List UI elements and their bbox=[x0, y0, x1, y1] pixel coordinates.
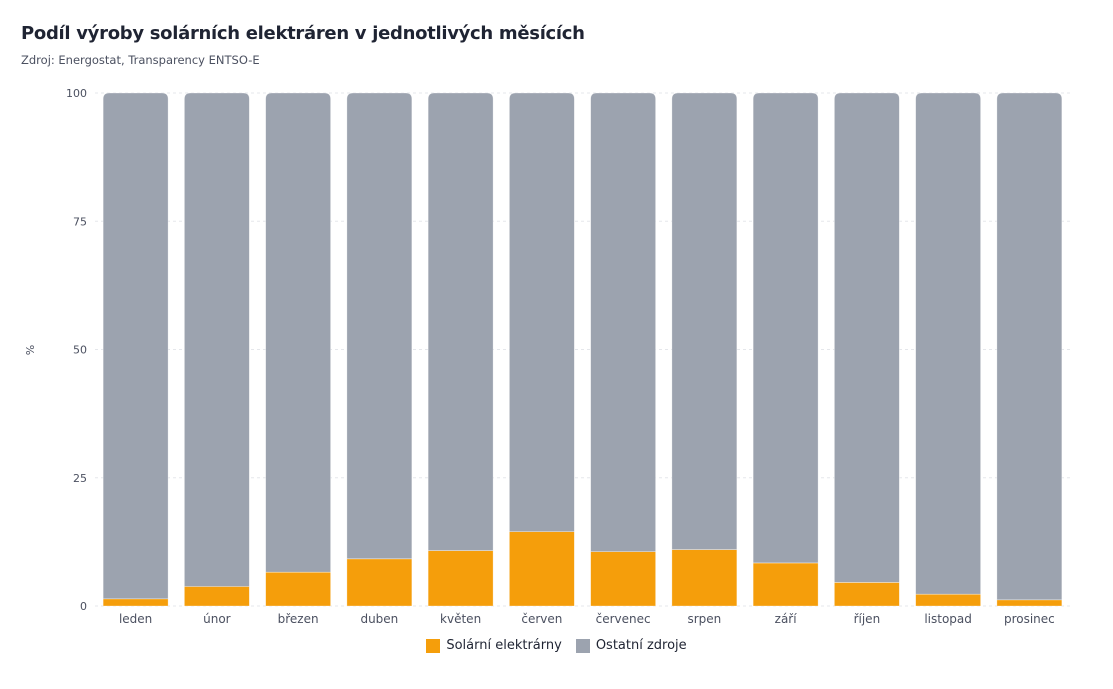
y-tick-label: 100 bbox=[66, 87, 87, 100]
bar-other bbox=[996, 92, 1063, 601]
legend-label-solar: Solární elektrárny bbox=[446, 638, 562, 653]
x-tick-label: červen bbox=[521, 612, 562, 626]
x-tick-label: červenec bbox=[596, 612, 651, 626]
bar-other bbox=[671, 92, 738, 550]
y-tick-label: 75 bbox=[73, 215, 87, 228]
bar-solar bbox=[834, 582, 900, 607]
bar-other bbox=[184, 92, 250, 587]
bar-other bbox=[265, 92, 331, 573]
bar-other bbox=[102, 92, 169, 600]
x-tick-label: prosinec bbox=[1004, 612, 1055, 626]
bar-solar bbox=[184, 586, 250, 607]
bar-solar bbox=[752, 562, 819, 607]
bar-other bbox=[509, 92, 575, 532]
legend-swatch-other bbox=[575, 638, 590, 653]
x-tick-label: listopad bbox=[924, 612, 972, 626]
bar-solar bbox=[915, 593, 981, 607]
x-tick-label: leden bbox=[119, 612, 152, 626]
legend-swatch-solar bbox=[426, 638, 441, 653]
bar-solar bbox=[996, 599, 1063, 607]
bar-solar bbox=[346, 558, 413, 607]
y-tick-label: 25 bbox=[73, 472, 87, 485]
chart-title: Podíl výroby solárních elektráren v jedn… bbox=[21, 23, 585, 44]
x-tick-label: říjen bbox=[854, 612, 881, 626]
bar-solar bbox=[509, 531, 575, 607]
x-tick-label: únor bbox=[203, 612, 231, 626]
bar-solar bbox=[671, 549, 738, 607]
bar-solar bbox=[427, 550, 494, 607]
legend-item-solar[interactable]: Solární elektrárny bbox=[426, 638, 562, 653]
y-axis-label: % bbox=[24, 345, 37, 355]
bar-solar bbox=[590, 551, 656, 607]
legend-label-other: Ostatní zdroje bbox=[595, 638, 687, 653]
legend-item-other[interactable]: Ostatní zdroje bbox=[575, 638, 687, 653]
y-tick-label: 0 bbox=[80, 600, 87, 613]
bar-solar bbox=[265, 571, 331, 607]
legend: Solární elektrárny Ostatní zdroje bbox=[0, 638, 1113, 653]
bar-other bbox=[915, 92, 981, 595]
bar-other bbox=[427, 92, 494, 551]
chart-subtitle: Zdroj: Energostat, Transparency ENTSO-E bbox=[21, 53, 260, 67]
bar-other bbox=[590, 92, 656, 552]
bar-other bbox=[346, 92, 413, 560]
y-tick-label: 50 bbox=[73, 344, 87, 357]
bar-other bbox=[834, 92, 900, 583]
bar-solar bbox=[102, 598, 169, 607]
bar-other bbox=[752, 92, 819, 564]
x-tick-label: březen bbox=[278, 612, 319, 626]
x-tick-label: květen bbox=[440, 612, 481, 626]
x-tick-label: září bbox=[775, 612, 798, 626]
x-tick-label: srpen bbox=[687, 612, 721, 626]
x-tick-label: duben bbox=[360, 612, 398, 626]
